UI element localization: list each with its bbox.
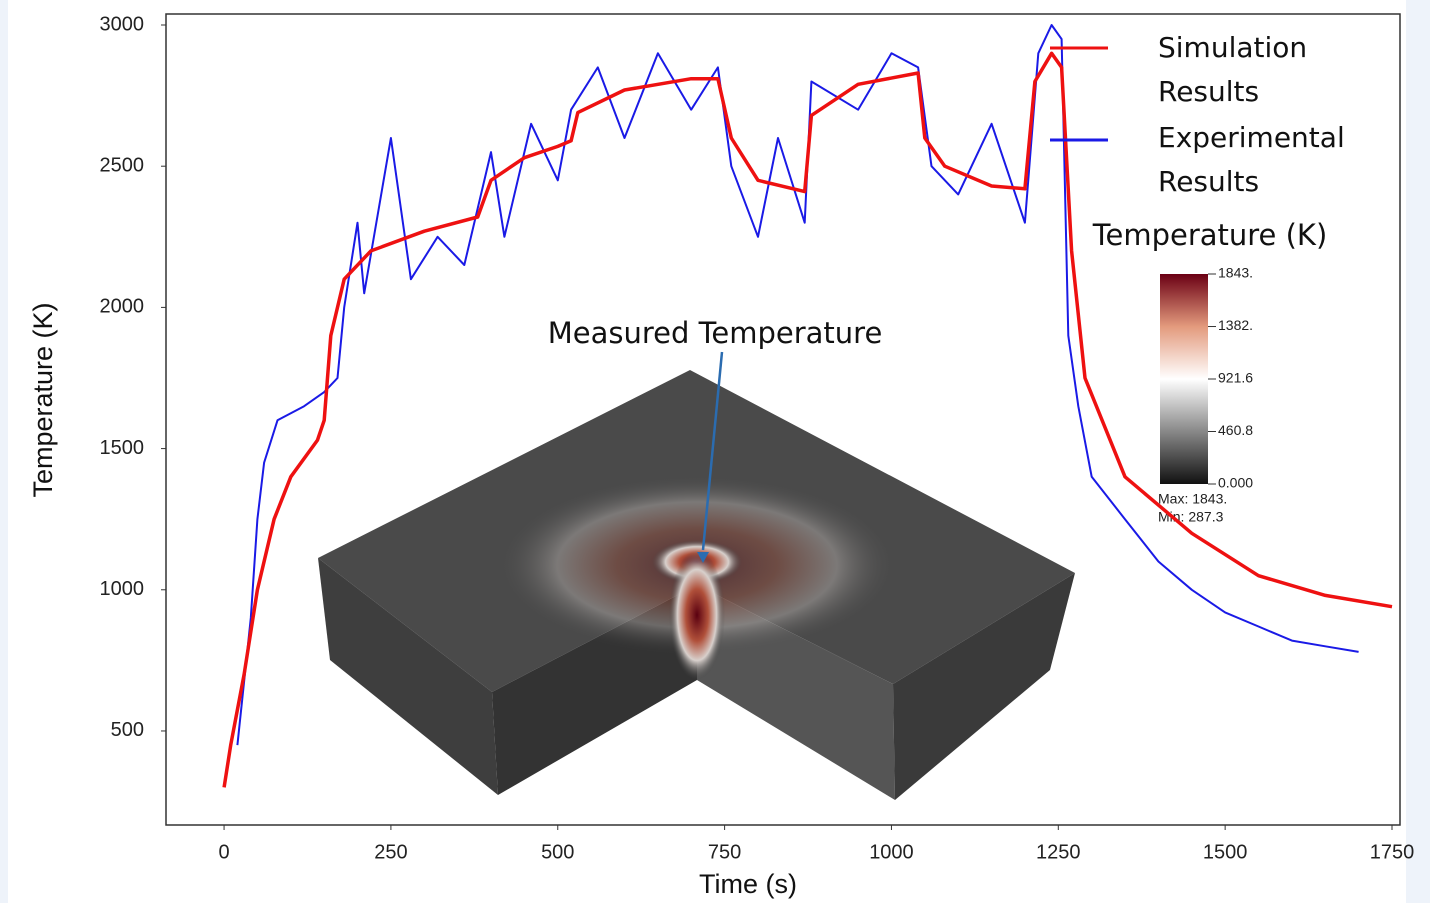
legend-label: Simulation Results: [1158, 31, 1308, 108]
y-tick-label: 2000: [100, 296, 145, 318]
x-tick-label: 1250: [1036, 841, 1081, 863]
annotation: Measured Temperature: [548, 316, 883, 350]
colorbar-tick-label: 460.8: [1218, 422, 1253, 438]
y-tick-label: 1500: [100, 437, 145, 459]
y-tick-label: 2500: [100, 154, 145, 176]
arrow-head: [697, 552, 709, 563]
legend-label: Experimental Results: [1158, 121, 1345, 198]
x-tick-label: 0: [219, 841, 230, 863]
x-tick-label: 1000: [869, 841, 914, 863]
colorbar-tick-label: 921.6: [1218, 370, 1253, 386]
x-tick-label: 1750: [1370, 841, 1415, 863]
inset-block: [318, 370, 1075, 800]
plot-frame: [165, 13, 1401, 826]
colorbar-title: Temperature (K): [1092, 218, 1328, 252]
x-tick-label: 750: [708, 841, 741, 863]
series-line: [222, 51, 1393, 788]
colorbar-max: Max: 1843.: [1158, 491, 1227, 507]
series-line: [236, 24, 1359, 746]
x-tick-label: 500: [541, 841, 574, 863]
annotation-arrow: [701, 351, 724, 551]
y-tick-label: 3000: [100, 13, 145, 35]
x-axis-label: Time (s): [699, 869, 797, 899]
y-tick-label: 500: [111, 719, 144, 741]
colorbar-tick-label: 0.000: [1218, 475, 1253, 491]
colorbar-tick-label: 1382.: [1218, 317, 1253, 333]
y-axis-label: Temperature (K): [28, 302, 58, 497]
y-tick-label: 1000: [100, 578, 145, 600]
colorbar: [1160, 274, 1208, 484]
colorbar-tick-label: 1843.: [1218, 265, 1253, 281]
x-tick-label: 1500: [1203, 841, 1248, 863]
x-tick-label: 250: [374, 841, 407, 863]
